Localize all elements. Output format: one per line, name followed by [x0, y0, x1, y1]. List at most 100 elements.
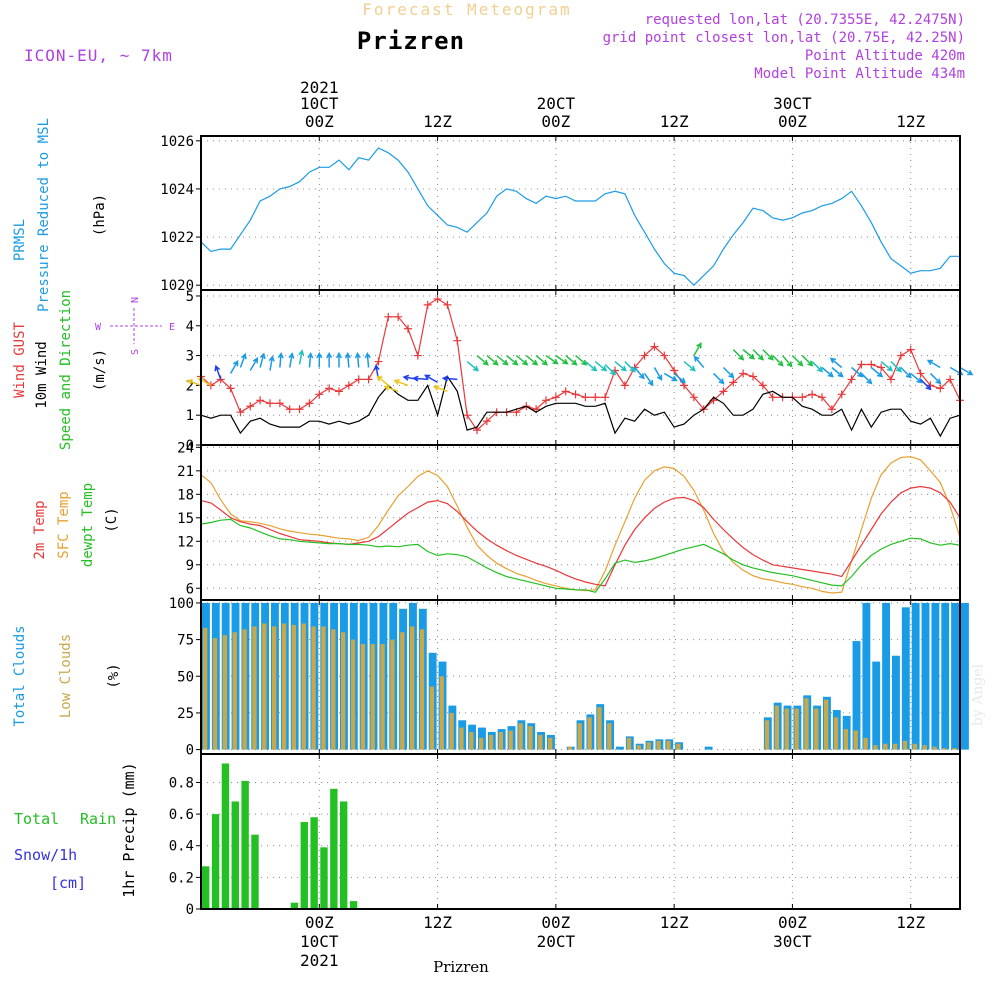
temp-ytick-label: 9	[186, 558, 194, 574]
gust-marker	[719, 387, 728, 396]
total-cloud-bar	[941, 602, 950, 750]
low-cloud-bar	[784, 708, 789, 750]
low-cloud-bar	[311, 626, 316, 750]
gust-marker	[344, 381, 353, 390]
wind-arrow	[722, 366, 735, 379]
gust-marker	[946, 375, 955, 384]
low-cloud-bar	[804, 698, 809, 750]
low-cloud-bar	[518, 723, 523, 750]
cloud-label-unit: (%)	[106, 663, 122, 688]
top-tick-label: 00Z	[305, 112, 334, 131]
top-tick-label: 30CT	[773, 94, 812, 113]
panels: 1020102210241026012345691215182124025507…	[160, 134, 974, 918]
low-cloud-bar	[488, 734, 494, 750]
low-cloud-bar	[370, 644, 375, 750]
footer-location: Prizren	[433, 958, 489, 976]
pressure-ytick-label: 1022	[160, 230, 194, 246]
wind-arrow	[693, 342, 702, 356]
low-cloud-bar	[341, 632, 346, 750]
bottom-tick-label: 12Z	[660, 913, 689, 932]
precip-label-rain: Rain	[80, 810, 116, 828]
wind-arrow	[926, 359, 941, 369]
low-cloud-bar	[242, 629, 247, 750]
temp-panel: 6 9 12 15 18 21 24	[177, 440, 961, 600]
gust-marker	[413, 351, 422, 360]
gust-marker	[364, 375, 373, 384]
low-cloud-bar	[814, 708, 819, 750]
wind-arrow	[870, 366, 884, 378]
wind-arrow	[673, 372, 687, 384]
wind-arrow	[929, 372, 942, 385]
compass-s: S	[130, 349, 141, 355]
low-cloud-bar	[252, 626, 257, 750]
precip-ytick-label: 0.4	[169, 839, 194, 855]
wind-ytick-label: 3	[186, 349, 194, 365]
low-cloud-bar	[902, 740, 908, 750]
cloud-label-low: Low Clouds	[58, 634, 74, 718]
low-cloud-bar	[262, 623, 267, 750]
clouds-ytick-label: 0	[186, 743, 194, 759]
precip-ytick-label: 0.6	[169, 807, 194, 823]
low-cloud-bar	[853, 730, 858, 750]
rain-bar	[349, 901, 358, 909]
gust-marker	[542, 396, 550, 405]
low-cloud-bar	[883, 743, 888, 750]
low-cloud-bar	[912, 743, 918, 750]
wind-arrow	[186, 379, 202, 387]
bottom-tick-label: 12Z	[896, 913, 925, 932]
total-cloud-bar	[616, 746, 624, 750]
gust-marker	[768, 393, 777, 402]
gust-marker	[423, 300, 432, 309]
wind-arrow	[335, 351, 343, 368]
wind-arrow	[268, 355, 275, 371]
gust-marker	[837, 390, 846, 399]
gust-marker	[463, 411, 472, 420]
precip-frame	[200, 753, 961, 910]
precip-ytick-label: 0.2	[169, 870, 194, 886]
low-cloud-bar	[587, 717, 592, 750]
wind-ytick-label: 0	[186, 438, 194, 454]
rain-bar	[202, 866, 210, 909]
gust-marker	[847, 375, 856, 384]
precip-ytick-label: 0.8	[169, 775, 194, 791]
low-cloud-bar	[843, 729, 849, 750]
header-requested: requested lon,lat (20.7355E, 42.2475N)	[645, 12, 965, 28]
temp-ytick-label: 15	[177, 511, 194, 527]
pressure-frame	[200, 135, 961, 291]
gust-marker	[285, 405, 294, 414]
gust-marker	[808, 390, 817, 399]
wind-arrow	[555, 354, 569, 365]
cloud-label-total: Total Clouds	[12, 625, 28, 726]
wind-arrow	[249, 357, 259, 371]
low-cloud-bar	[449, 712, 454, 750]
wind-arrow	[525, 355, 539, 366]
wind-arrow	[383, 385, 399, 393]
gust-marker	[591, 393, 600, 402]
wind-arrow	[376, 375, 389, 386]
total-cloud-bar	[911, 602, 920, 750]
wind-arrow	[298, 349, 305, 365]
gust-marker	[818, 393, 826, 402]
header-title-top: Forecast Meteogram	[362, 0, 571, 19]
low-cloud-bar	[508, 730, 513, 750]
wind-arrow	[259, 352, 266, 368]
low-cloud-bar	[390, 639, 395, 750]
wind-arrow	[829, 357, 843, 369]
wind-arrow	[288, 352, 295, 368]
header-model-altitude: Model Point Altitude 434m	[754, 66, 965, 82]
wind-arrow	[890, 361, 903, 373]
gust-marker	[749, 372, 757, 381]
top-tick-label: 12Z	[660, 112, 689, 131]
wind-arrow	[344, 351, 352, 368]
wind-arrow	[476, 355, 489, 366]
total-cloud-bar	[862, 602, 871, 750]
low-cloud-bar	[301, 623, 306, 750]
clouds-ytick-label: 50	[177, 669, 194, 685]
wind-arrow	[515, 355, 529, 366]
precip-ytick-label: 0	[186, 902, 194, 918]
header-location: Prizren	[357, 27, 465, 55]
wind-arrow	[900, 366, 912, 379]
wind-arrow	[277, 351, 284, 368]
gust-marker	[798, 393, 807, 402]
